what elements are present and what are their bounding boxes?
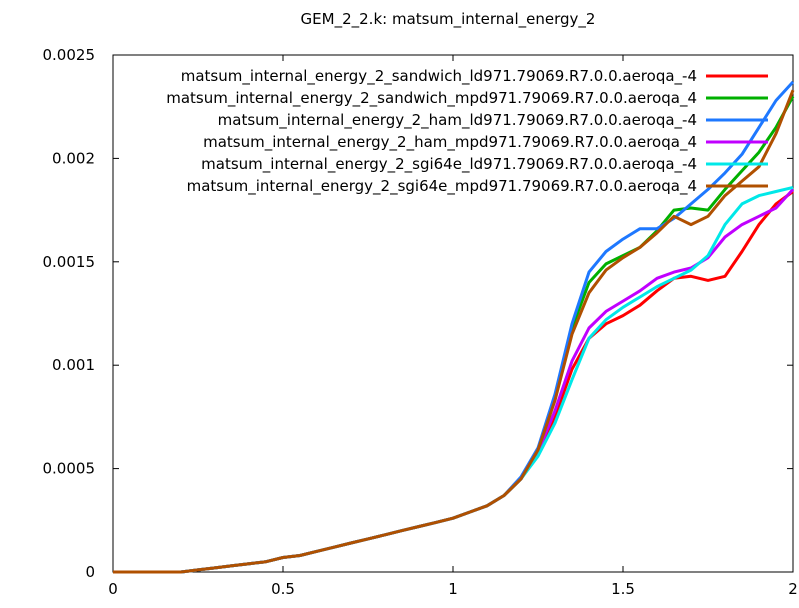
- x-tick-label: 1: [448, 580, 458, 598]
- axis-ticks: 0 0.5 1 1.5 2 0 0.0005 0.001 0.0015 0.002 0.0025: [43, 46, 798, 598]
- series-line: [113, 89, 795, 574]
- chart-title: GEM_2_2.k: matsum_internal_energy_2: [301, 10, 596, 29]
- y-tick-label: 0.0005: [43, 460, 96, 478]
- legend-entry-label: matsum_internal_energy_2_sandwich_ld971.…: [181, 67, 697, 86]
- y-tick-label: 0.0025: [43, 46, 96, 64]
- series-line: [113, 185, 794, 574]
- y-tick-label: 0.001: [52, 356, 95, 374]
- legend-entry-label: matsum_internal_energy_2_ham_mpd971.7906…: [203, 133, 697, 152]
- series-line: [113, 188, 795, 574]
- x-tick-label: 2: [788, 580, 798, 598]
- x-tick-label: 0: [108, 580, 118, 598]
- legend-entry-label: matsum_internal_energy_2_sgi64e_mpd971.7…: [187, 177, 697, 196]
- y-tick-label: 0: [85, 563, 95, 581]
- legend-entry-label: matsum_internal_energy_2_sgi64e_ld971.79…: [201, 155, 697, 174]
- x-tick-label: 0.5: [271, 580, 295, 598]
- x-tick-label: 1.5: [611, 580, 635, 598]
- series-line: [113, 190, 794, 574]
- legend: matsum_internal_energy_2_sandwich_ld971.…: [166, 67, 768, 196]
- y-tick-label: 0.002: [52, 149, 95, 167]
- y-tick-label: 0.0015: [43, 253, 96, 271]
- series-lines: [113, 80, 795, 574]
- legend-entry-label: matsum_internal_energy_2_ham_ld971.79069…: [218, 111, 697, 130]
- legend-entry-label: matsum_internal_energy_2_sandwich_mpd971…: [166, 89, 697, 108]
